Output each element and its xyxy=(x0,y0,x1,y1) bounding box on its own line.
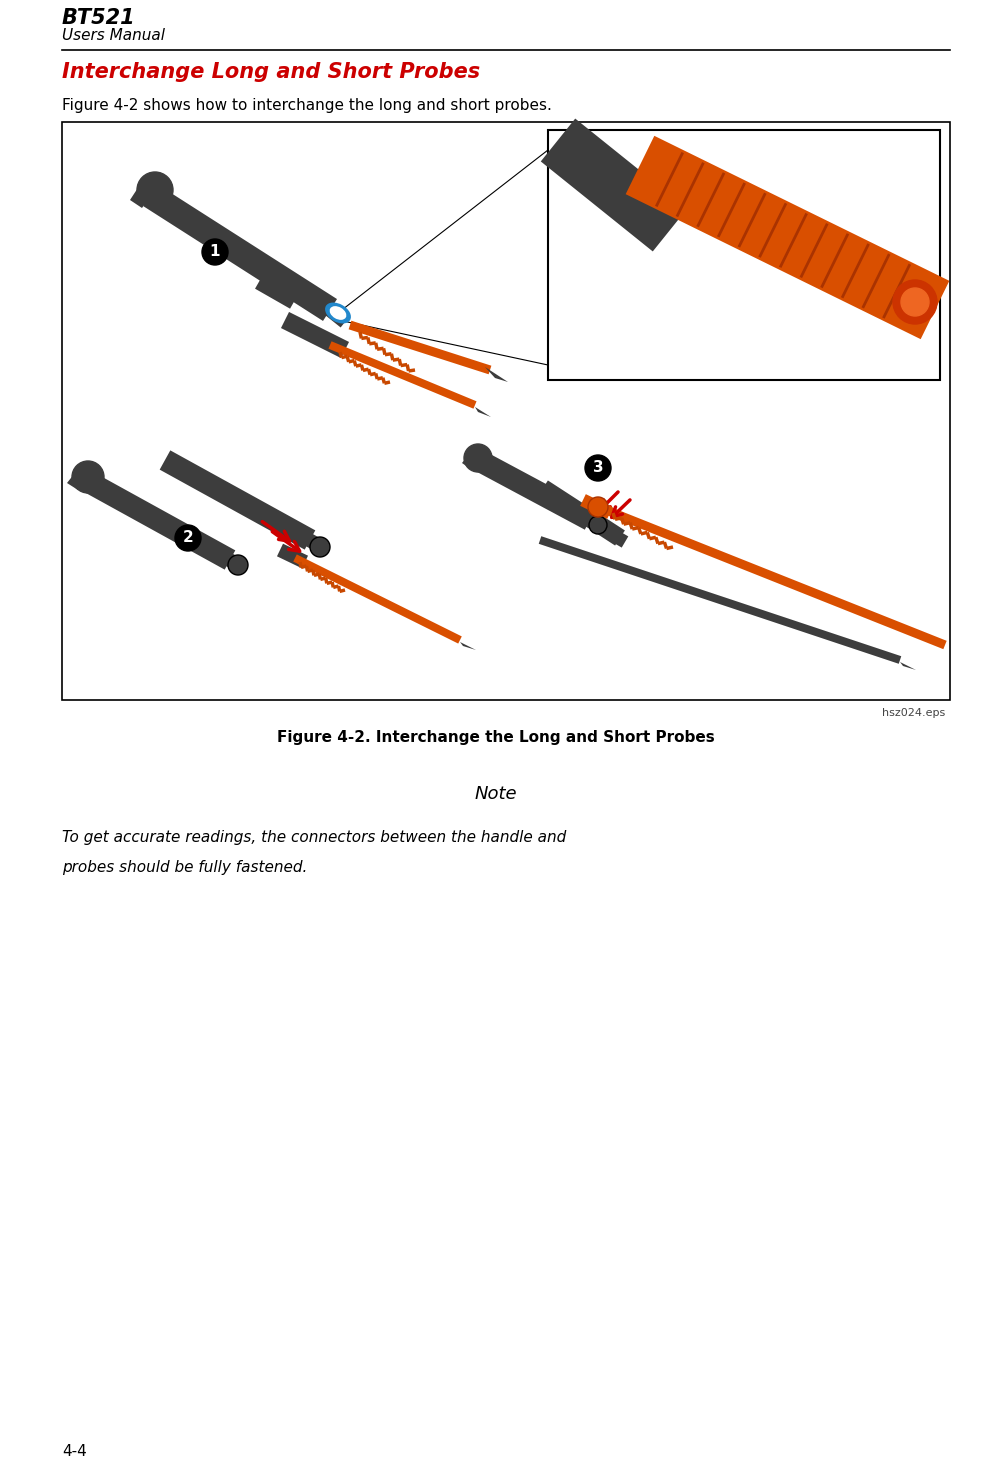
Polygon shape xyxy=(605,506,946,649)
Polygon shape xyxy=(276,544,308,569)
Text: Users Manual: Users Manual xyxy=(62,28,165,42)
Circle shape xyxy=(893,281,937,325)
Polygon shape xyxy=(291,526,321,551)
Circle shape xyxy=(589,516,607,534)
Polygon shape xyxy=(485,367,508,382)
Bar xyxy=(62,121,950,700)
Polygon shape xyxy=(130,177,158,208)
Polygon shape xyxy=(625,136,949,339)
Polygon shape xyxy=(293,554,462,643)
Polygon shape xyxy=(575,507,600,529)
Circle shape xyxy=(310,537,330,557)
Text: Note: Note xyxy=(474,785,517,803)
Text: BT521: BT521 xyxy=(62,7,136,28)
Text: 1: 1 xyxy=(210,244,220,259)
Text: Figure 4-2 shows how to interchange the long and short probes.: Figure 4-2 shows how to interchange the … xyxy=(62,98,552,113)
Circle shape xyxy=(585,455,611,481)
Circle shape xyxy=(137,173,173,208)
Polygon shape xyxy=(255,272,300,308)
Polygon shape xyxy=(605,526,628,548)
Polygon shape xyxy=(160,450,315,550)
Circle shape xyxy=(202,238,228,265)
Polygon shape xyxy=(462,444,486,469)
Polygon shape xyxy=(580,494,612,519)
Text: 3: 3 xyxy=(593,461,604,475)
Text: 2: 2 xyxy=(182,531,193,545)
Bar xyxy=(548,130,940,380)
Polygon shape xyxy=(349,320,492,374)
Polygon shape xyxy=(539,537,901,664)
Polygon shape xyxy=(79,471,235,570)
Text: To get accurate readings, the connectors between the handle and: To get accurate readings, the connectors… xyxy=(62,830,566,845)
Circle shape xyxy=(175,525,201,551)
Polygon shape xyxy=(473,450,596,529)
Polygon shape xyxy=(281,311,349,358)
Ellipse shape xyxy=(330,306,346,320)
Circle shape xyxy=(228,556,248,575)
Text: Figure 4-2. Interchange the Long and Short Probes: Figure 4-2. Interchange the Long and Sho… xyxy=(276,730,715,746)
Text: hsz024.eps: hsz024.eps xyxy=(882,708,945,718)
Text: 4-4: 4-4 xyxy=(62,1444,87,1459)
Polygon shape xyxy=(212,545,239,569)
Polygon shape xyxy=(143,184,337,322)
Polygon shape xyxy=(67,463,95,490)
Circle shape xyxy=(464,444,492,472)
Text: Interchange Long and Short Probes: Interchange Long and Short Probes xyxy=(62,61,480,82)
Polygon shape xyxy=(475,406,491,417)
Polygon shape xyxy=(900,662,916,670)
Text: probes should be fully fastened.: probes should be fully fastened. xyxy=(62,860,307,874)
Ellipse shape xyxy=(325,303,351,323)
Circle shape xyxy=(588,497,608,518)
Circle shape xyxy=(72,461,104,493)
Circle shape xyxy=(901,288,929,316)
Polygon shape xyxy=(538,481,625,545)
Polygon shape xyxy=(460,642,476,651)
Polygon shape xyxy=(328,341,477,409)
Polygon shape xyxy=(315,297,350,327)
Polygon shape xyxy=(541,118,687,251)
